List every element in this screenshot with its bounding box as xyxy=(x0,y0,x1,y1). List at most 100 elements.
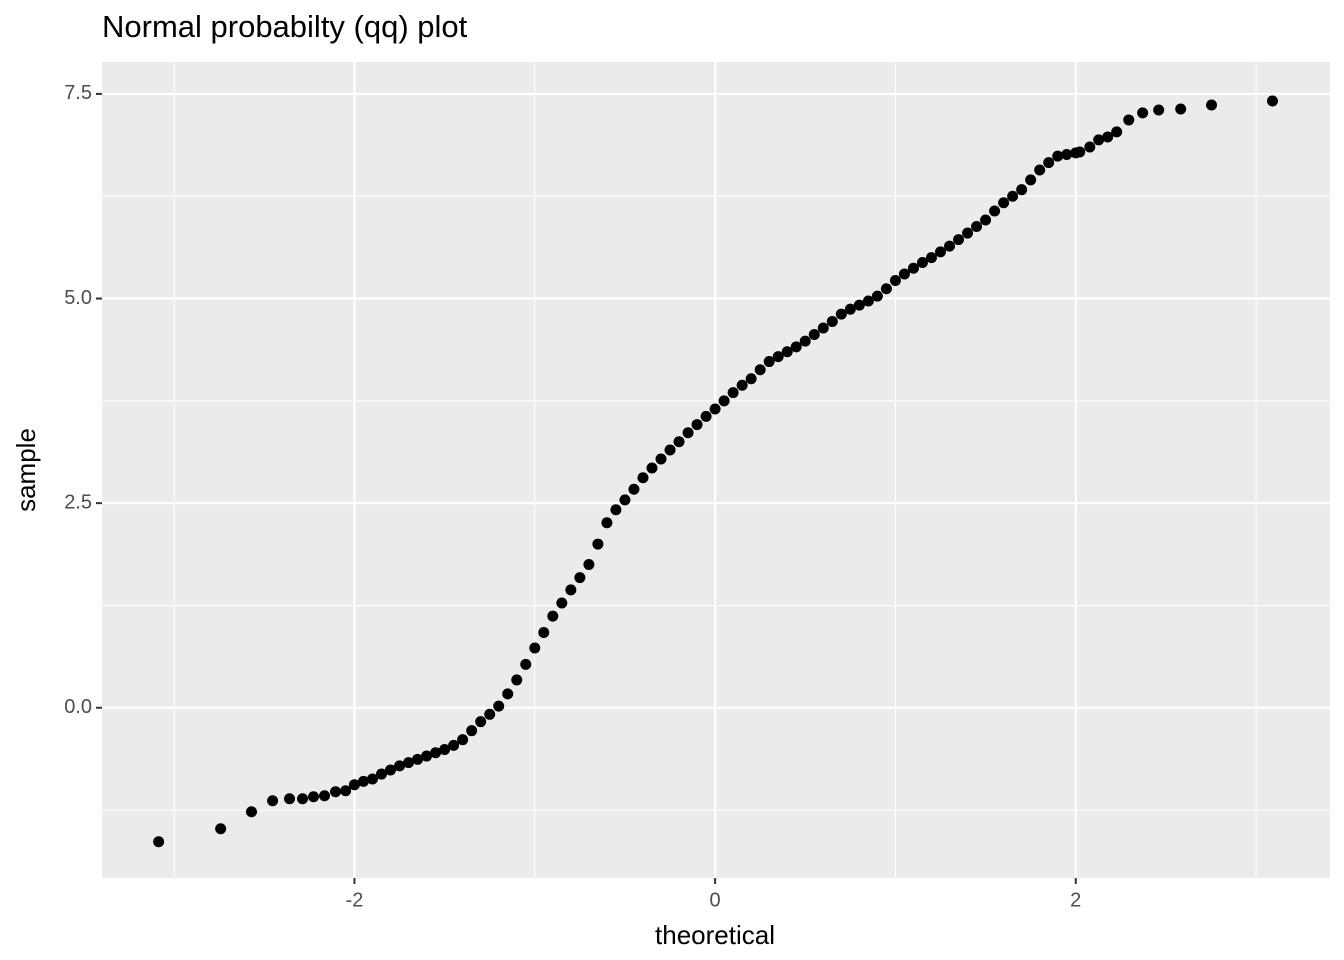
point xyxy=(944,240,956,252)
point xyxy=(330,786,342,798)
point xyxy=(475,716,487,728)
x-tick-label: 0 xyxy=(710,889,721,911)
point xyxy=(556,597,568,609)
point xyxy=(962,227,974,239)
point xyxy=(610,504,622,516)
point xyxy=(1111,126,1123,138)
point xyxy=(215,823,227,835)
point xyxy=(745,373,757,385)
point xyxy=(340,785,352,797)
point xyxy=(1175,103,1187,115)
point xyxy=(826,315,838,327)
point xyxy=(1266,95,1278,107)
point xyxy=(1093,134,1105,146)
point xyxy=(574,572,586,584)
point xyxy=(348,779,360,791)
point xyxy=(385,764,397,776)
point xyxy=(457,734,469,746)
point xyxy=(971,221,983,233)
point xyxy=(511,674,523,686)
point xyxy=(835,308,847,320)
point xyxy=(808,329,820,341)
point xyxy=(493,700,505,712)
point xyxy=(430,747,442,759)
point xyxy=(898,268,910,280)
chart-title: Normal probabilty (qq) plot xyxy=(102,9,468,44)
point xyxy=(448,739,460,751)
point xyxy=(862,295,874,307)
point xyxy=(998,197,1010,209)
point xyxy=(1043,157,1055,169)
y-tick-label: 5.0 xyxy=(64,287,92,309)
y-axis-title: sample xyxy=(11,428,41,512)
point xyxy=(673,436,685,448)
point xyxy=(871,290,883,302)
point xyxy=(1206,99,1218,111)
point xyxy=(1061,148,1073,160)
point xyxy=(1084,141,1096,153)
point xyxy=(700,410,712,422)
point xyxy=(935,246,947,258)
point xyxy=(538,626,550,638)
point xyxy=(284,793,296,805)
point xyxy=(601,517,613,529)
point xyxy=(366,773,378,785)
point xyxy=(989,205,1001,217)
y-tick-label: 0.0 xyxy=(64,696,92,718)
point xyxy=(421,750,433,762)
point xyxy=(1123,114,1135,126)
point xyxy=(267,795,279,807)
point xyxy=(153,836,165,848)
point xyxy=(664,444,676,456)
point xyxy=(907,262,919,274)
point xyxy=(844,303,856,315)
point xyxy=(529,642,541,654)
point xyxy=(682,427,694,439)
point xyxy=(817,322,829,334)
point xyxy=(376,768,388,780)
point xyxy=(466,725,478,737)
point xyxy=(980,214,992,226)
point xyxy=(1052,150,1064,162)
point xyxy=(1153,104,1165,116)
point xyxy=(297,793,309,805)
point xyxy=(565,584,577,596)
point xyxy=(619,494,631,506)
point xyxy=(1016,184,1028,196)
point xyxy=(889,275,901,287)
point xyxy=(790,341,802,353)
x-axis-title: theoretical xyxy=(655,920,775,950)
point xyxy=(727,387,739,399)
point xyxy=(583,559,595,571)
y-tick-label: 7.5 xyxy=(64,82,92,104)
point xyxy=(1102,131,1114,143)
point xyxy=(319,790,331,802)
point xyxy=(412,753,424,765)
point xyxy=(799,335,811,347)
point xyxy=(781,346,793,358)
point xyxy=(394,760,406,772)
point xyxy=(655,453,667,465)
point xyxy=(502,688,514,700)
point xyxy=(403,757,415,769)
point xyxy=(763,356,775,368)
x-tick-label: 2 xyxy=(1070,889,1081,911)
point xyxy=(925,252,937,264)
point xyxy=(547,610,559,622)
point xyxy=(646,462,658,474)
point xyxy=(308,791,320,803)
point xyxy=(628,483,640,495)
x-tick-label: -2 xyxy=(346,889,364,911)
point xyxy=(853,299,865,311)
point xyxy=(1007,190,1019,202)
point xyxy=(709,403,721,415)
point xyxy=(754,364,766,376)
point xyxy=(772,351,784,363)
point xyxy=(691,419,703,431)
point xyxy=(718,395,730,407)
point xyxy=(1034,164,1046,176)
point xyxy=(357,775,369,787)
point xyxy=(484,708,496,720)
point xyxy=(1074,146,1086,158)
